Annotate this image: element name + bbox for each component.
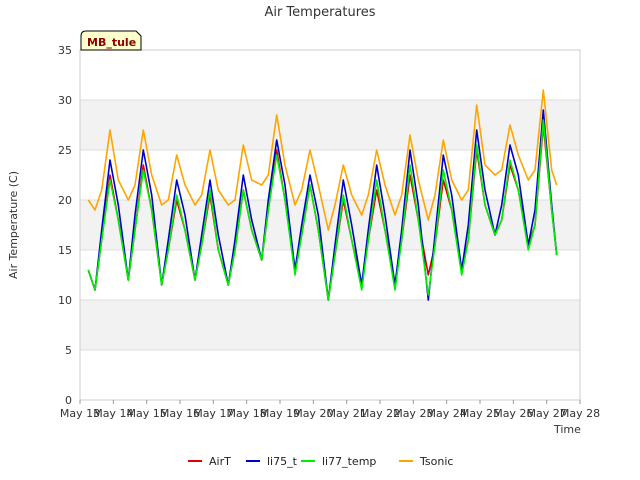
x-tick-label: May 23 bbox=[393, 407, 433, 420]
y-tick-label: 5 bbox=[65, 344, 72, 357]
x-tick-label: May 26 bbox=[493, 407, 533, 420]
background-band bbox=[80, 50, 580, 100]
y-tick-labels: 0 5 10 15 20 25 30 35 bbox=[58, 44, 72, 407]
legend-label-li75_t: li75_t bbox=[267, 455, 298, 468]
chart-title: Air Temperatures bbox=[264, 5, 375, 20]
site-badge-box bbox=[80, 30, 142, 51]
x-tick-label: May 13 bbox=[60, 407, 100, 420]
plot-frame bbox=[79, 49, 581, 401]
background-band bbox=[80, 350, 580, 400]
x-tick-label: May 28 bbox=[560, 407, 600, 420]
legend-label-li77_temp: li77_temp bbox=[322, 455, 376, 468]
x-tick-label: May 17 bbox=[193, 407, 233, 420]
x-tick-label: May 16 bbox=[160, 407, 200, 420]
y-axis-label: Air Temperature (C) bbox=[7, 171, 20, 279]
y-tick-label: 20 bbox=[58, 194, 72, 207]
background-band bbox=[80, 150, 580, 200]
y-tick-label: 10 bbox=[58, 294, 72, 307]
background-band bbox=[80, 300, 580, 350]
site-badge: MB_tule bbox=[80, 30, 142, 51]
legend-label-AirT: AirT bbox=[209, 455, 231, 468]
x-tick-label: May 20 bbox=[293, 407, 333, 420]
series-line-Tsonic bbox=[87, 89, 558, 231]
y-tick-label: 35 bbox=[58, 44, 72, 57]
x-tick-label: May 24 bbox=[427, 407, 467, 420]
series-line-li77_temp bbox=[87, 119, 558, 301]
legend: AirT li75_t li77_temp Tsonic bbox=[188, 455, 453, 468]
site-badge-label: MB_tule bbox=[87, 36, 136, 49]
x-tick-label: May 18 bbox=[227, 407, 267, 420]
y-tick-label: 15 bbox=[58, 244, 72, 257]
x-tick-label: May 19 bbox=[260, 407, 300, 420]
x-tick-label: May 25 bbox=[460, 407, 500, 420]
x-tick-label: May 14 bbox=[93, 407, 133, 420]
x-tick-label: May 27 bbox=[527, 407, 567, 420]
y-tick-label: 30 bbox=[58, 94, 72, 107]
legend-label-Tsonic: Tsonic bbox=[419, 455, 453, 468]
series-line-li75_t bbox=[87, 109, 558, 301]
y-tick-label: 0 bbox=[65, 394, 72, 407]
y-tick-label: 25 bbox=[58, 144, 72, 157]
x-axis-label: Time bbox=[553, 423, 581, 436]
x-tick-label: May 22 bbox=[360, 407, 400, 420]
x-tick-label: May 15 bbox=[127, 407, 167, 420]
x-tick-label: May 21 bbox=[327, 407, 367, 420]
background-band bbox=[80, 100, 580, 150]
plot-background-bands bbox=[80, 50, 580, 400]
series-lines bbox=[87, 89, 558, 301]
